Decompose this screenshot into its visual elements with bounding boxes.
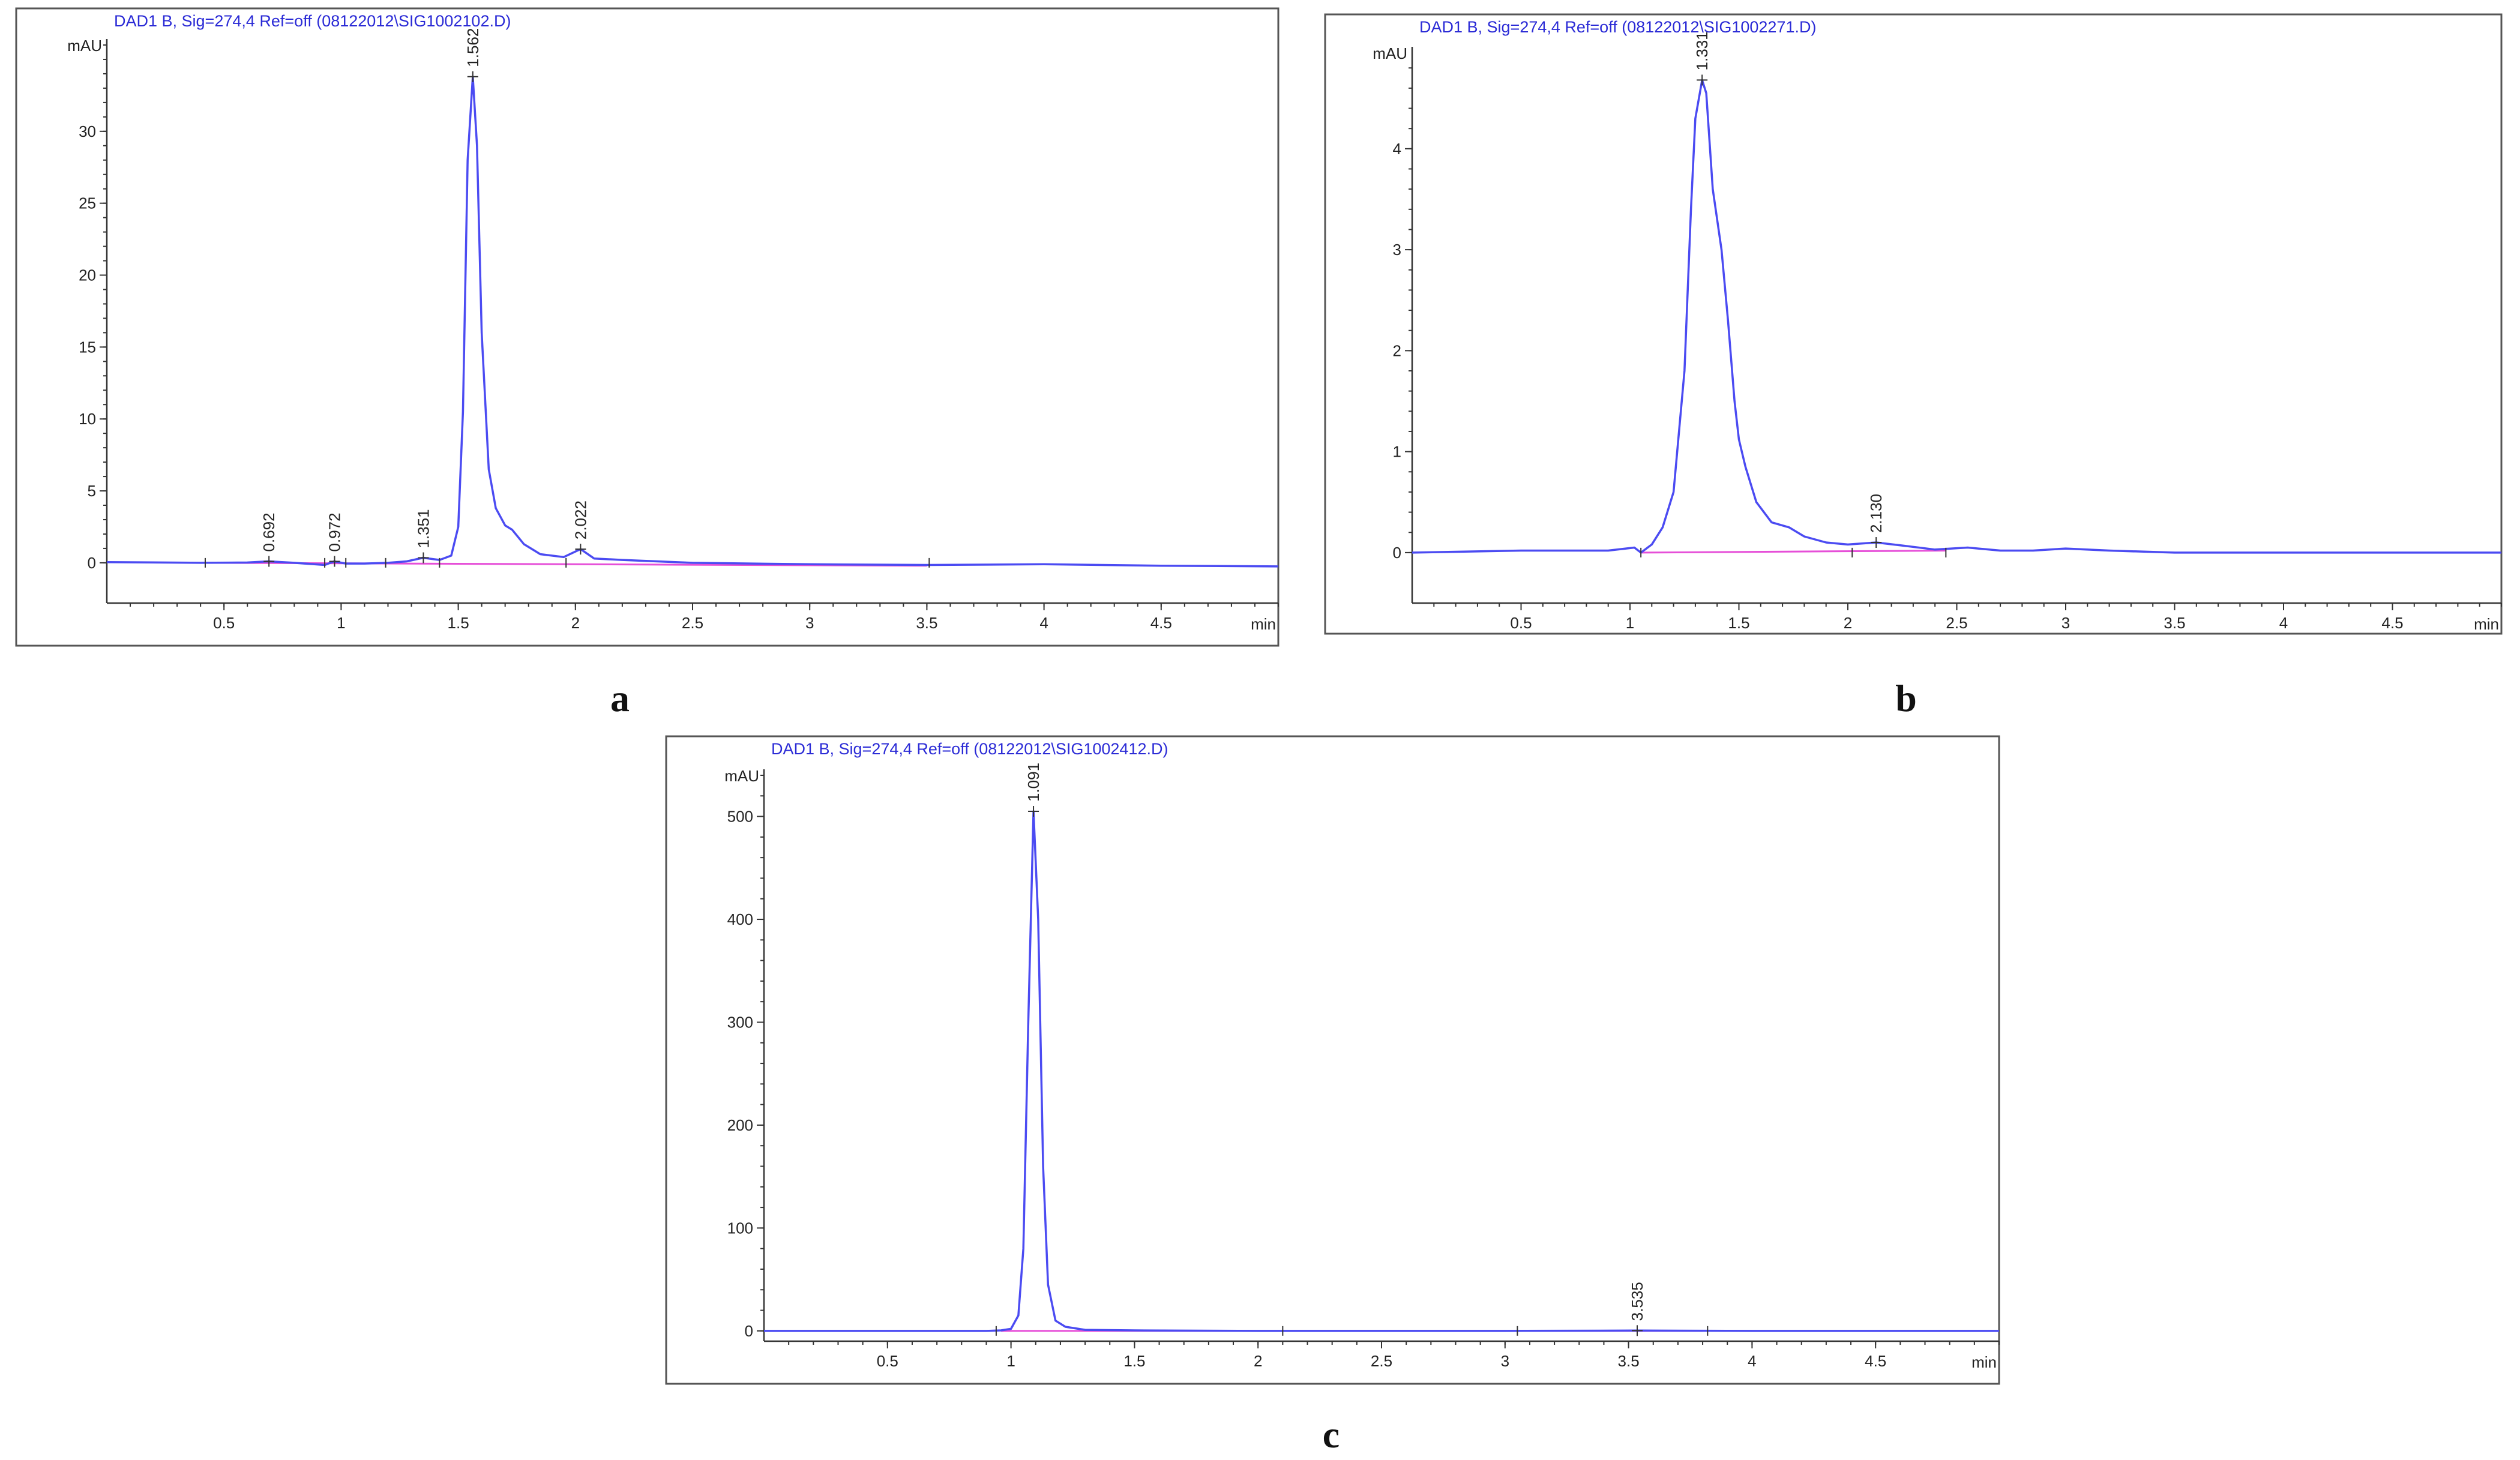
y-axis-unit-label: mAU [67,37,102,55]
chart-title: DAD1 B, Sig=274,4 Ref=off (08122012\SIG1… [1419,18,1816,36]
y-tick-label: 20 [79,266,96,284]
x-tick-label: 3 [2061,614,2070,632]
x-axis-unit-label: min [2474,615,2499,633]
x-tick-label: 2.5 [682,614,703,632]
x-tick-label: 0.5 [213,614,235,632]
x-tick-label: 2.5 [1946,614,1967,632]
y-tick-label: 2 [1393,341,1401,359]
y-tick-label: 500 [727,808,753,826]
x-tick-label: 3.5 [1618,1352,1640,1370]
peak-retention-label: 2.022 [571,500,589,539]
y-tick-label: 0 [88,554,96,572]
x-tick-label: 1.5 [1728,614,1749,632]
y-tick-label: 30 [79,122,96,140]
y-tick-label: 10 [79,410,96,428]
x-tick-label: 4 [2279,614,2288,632]
x-tick-label: 3 [805,614,814,632]
x-axis-unit-label: min [1251,615,1276,633]
y-tick-label: 3 [1393,241,1401,259]
signal-trace [764,810,1999,1332]
x-tick-label: 4 [1748,1352,1756,1370]
panel-frame [1324,13,2503,635]
x-tick-label: 2 [571,614,580,632]
signal-trace [1412,79,2501,554]
x-tick-label: 3 [1501,1352,1509,1370]
x-tick-label: 4.5 [1865,1352,1886,1370]
x-tick-label: 2 [1844,614,1852,632]
y-axis-unit-label: mAU [1373,44,1407,62]
x-tick-label: 1 [1626,614,1634,632]
x-tick-label: 0.5 [1510,614,1532,632]
y-tick-label: 0 [745,1322,753,1340]
chart-title: DAD1 B, Sig=274,4 Ref=off (08122012\SIG1… [771,740,1168,758]
x-tick-label: 1.5 [448,614,469,632]
panel-frame [665,735,2000,1385]
peak-retention-label: 0.692 [260,512,278,551]
panel-letter: c [1323,1413,1340,1456]
peak-retention-label: 3.535 [1628,1282,1646,1321]
x-tick-label: 0.5 [877,1352,898,1370]
x-tick-label: 4.5 [2381,614,2403,632]
peak-retention-label: 2.130 [1867,494,1885,533]
integration-baseline [1641,550,1946,554]
y-tick-label: 300 [727,1013,753,1031]
y-tick-label: 15 [79,338,96,356]
chromatogram-panel-a: DAD1 B, Sig=274,4 Ref=off (08122012\SIG1… [15,7,1280,719]
chart-title: DAD1 B, Sig=274,4 Ref=off (08122012\SIG1… [114,12,511,30]
y-tick-label: 4 [1393,140,1401,158]
x-tick-label: 1 [337,614,345,632]
chromatogram-panel-b: DAD1 B, Sig=274,4 Ref=off (08122012\SIG1… [1324,13,2503,719]
x-tick-label: 1.5 [1123,1352,1145,1370]
x-tick-label: 4 [1039,614,1048,632]
y-tick-label: 0 [1393,544,1401,562]
x-tick-label: 1 [1006,1352,1015,1370]
chromatogram-panel-c: DAD1 B, Sig=274,4 Ref=off (08122012\SIG1… [665,735,2000,1456]
panel-letter: a [610,677,630,719]
panel-frame [15,7,1280,647]
y-tick-label: 1 [1393,443,1401,461]
peak-retention-label: 1.331 [1693,31,1711,70]
x-tick-label: 3.5 [916,614,937,632]
x-tick-label: 2 [1254,1352,1262,1370]
peak-retention-label: 0.972 [325,512,343,551]
signal-trace [106,75,1279,568]
peak-retention-label: 1.562 [464,28,482,67]
x-tick-label: 4.5 [1150,614,1172,632]
y-tick-label: 400 [727,910,753,928]
y-tick-label: 25 [79,194,96,212]
y-tick-label: 100 [727,1219,753,1237]
x-tick-label: 3.5 [2164,614,2185,632]
x-tick-label: 2.5 [1371,1352,1392,1370]
peak-retention-label: 1.351 [414,509,432,548]
y-axis-unit-label: mAU [724,767,759,785]
panel-letter: b [1895,677,1917,719]
peak-retention-label: 1.091 [1024,763,1042,802]
y-tick-label: 200 [727,1116,753,1134]
x-axis-unit-label: min [1971,1353,1997,1371]
y-tick-label: 5 [88,482,96,500]
